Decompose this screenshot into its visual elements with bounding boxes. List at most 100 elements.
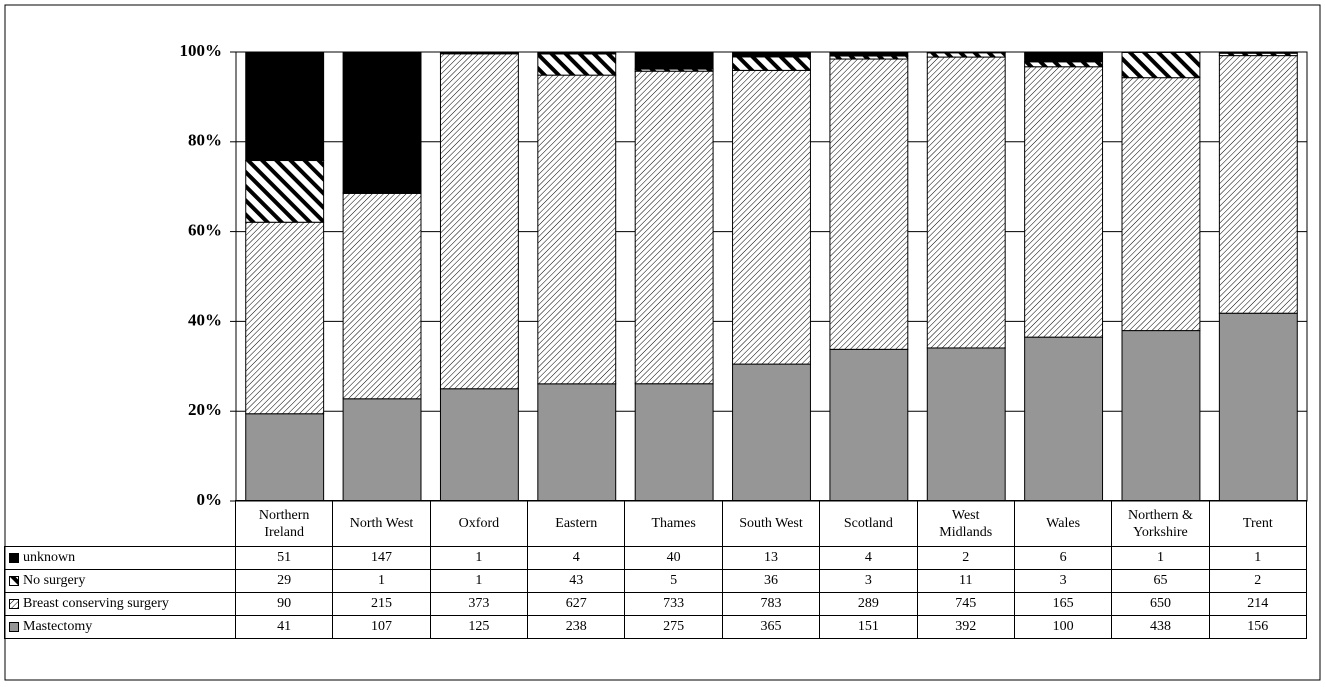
category-cell: Thames: [624, 500, 723, 547]
table-value: 156: [1208, 615, 1307, 639]
legend-swatch: [9, 599, 19, 609]
x-tick-label: Northern Ireland: [258, 507, 310, 540]
table-value: 745: [916, 592, 1015, 616]
legend-key: [9, 599, 19, 609]
bar-segment: [439, 51, 519, 54]
table-value: 147: [332, 546, 431, 570]
bar-segment: [342, 192, 422, 400]
bar-segment: [829, 51, 909, 57]
category-cell: Eastern: [527, 500, 626, 547]
legend-entry: Breast conserving surgery: [4, 592, 236, 616]
bar-segment: [926, 51, 1006, 54]
table-value: 165: [1013, 592, 1113, 616]
bar-segment: [537, 53, 617, 76]
table-value: 1: [429, 546, 529, 570]
table-value: 151: [819, 615, 918, 639]
table-value: 2: [1208, 569, 1307, 593]
bar-segment: [1121, 330, 1201, 502]
x-tick-label: Trent: [1242, 516, 1273, 531]
category-cell: Wales: [1013, 500, 1113, 547]
table-value: 650: [1111, 592, 1210, 616]
bar-segment: [829, 348, 909, 502]
table-value: 1: [1111, 546, 1210, 570]
table-value: 289: [819, 592, 918, 616]
legend-label: Breast conserving surgery: [23, 596, 169, 611]
table-value: 40: [624, 546, 723, 570]
legend-entry: No surgery: [4, 569, 236, 593]
table-value: 365: [721, 615, 821, 639]
x-tick-label: Oxford: [458, 516, 500, 531]
legend-label: Mastectomy: [23, 619, 93, 634]
table-value: 3: [1013, 569, 1113, 593]
table-value: 100: [1013, 615, 1113, 639]
bar-segment: [926, 52, 1006, 58]
bar-segment: [439, 53, 519, 390]
y-tick-label: 100%: [180, 41, 223, 60]
table-value: 438: [1111, 615, 1210, 639]
y-tick-label: 0%: [197, 490, 223, 509]
table-value: 4: [527, 546, 626, 570]
legend-swatch: [9, 553, 19, 563]
bar-segment: [439, 388, 519, 502]
bar-segment: [732, 56, 811, 71]
table-value: 392: [916, 615, 1015, 639]
table-value: 65: [1111, 569, 1210, 593]
table-value: 29: [235, 569, 334, 593]
table-value: 90: [235, 592, 334, 616]
table-value: 1: [332, 569, 431, 593]
bar-segment: [245, 413, 325, 502]
bar-segment: [1218, 51, 1298, 54]
bar-segment: [245, 51, 325, 162]
table-value: 6: [1013, 546, 1113, 570]
bar-segment: [926, 56, 1006, 349]
category-cell: North West: [332, 500, 431, 547]
bar-segment: [1218, 312, 1298, 502]
legend-key: [9, 576, 19, 586]
bar-segment: [732, 363, 811, 502]
table-value: 43: [527, 569, 626, 593]
table-value: 36: [721, 569, 821, 593]
table-value: 4: [819, 546, 918, 570]
y-tick-label: 40%: [188, 310, 222, 329]
frame: [4, 4, 1321, 681]
x-tick-label: North West: [349, 516, 414, 531]
x-tick-label: Scotland: [843, 516, 893, 531]
x-tick-label: South West: [739, 516, 803, 531]
bar-segment: [245, 221, 325, 415]
table-value: 5: [624, 569, 723, 593]
legend-entry: unknown: [4, 546, 236, 570]
bar-segment: [634, 383, 714, 502]
legend-label: unknown: [23, 550, 76, 565]
legend-swatch: [9, 576, 19, 586]
table-value: 214: [1208, 592, 1307, 616]
category-cell: Northern & Yorkshire: [1111, 500, 1210, 547]
bar-segment: [537, 74, 617, 385]
table-value: 51: [235, 546, 334, 570]
table-value: 627: [527, 592, 626, 616]
table-value: 1: [429, 569, 529, 593]
bar-segment: [342, 51, 422, 193]
category-cell: Trent: [1208, 500, 1307, 547]
table-value: 3: [819, 569, 918, 593]
table-value: 107: [332, 615, 431, 639]
category-cell: Northern Ireland: [235, 500, 334, 547]
table-value: 13: [721, 546, 821, 570]
y-tick-label: 20%: [188, 400, 222, 419]
bar-segment: [1024, 61, 1104, 68]
category-cell: West Midlands: [916, 500, 1015, 547]
legend-label: No surgery: [23, 573, 86, 588]
x-tick-label: West Midlands: [939, 507, 993, 540]
table-value: 783: [721, 592, 821, 616]
x-tick-label: Northern & Yorkshire: [1127, 507, 1193, 540]
y-tick-label: 80%: [188, 131, 222, 150]
legend-entry: Mastectomy: [4, 615, 236, 639]
table-value: 215: [332, 592, 431, 616]
bar-segment: [245, 160, 325, 223]
legend-key: [9, 622, 19, 632]
x-tick-label: Wales: [1046, 516, 1081, 531]
bar-segment: [1121, 51, 1201, 79]
bar-segment: [1024, 336, 1104, 502]
table-value: 275: [624, 615, 723, 639]
bar-segment: [537, 383, 617, 502]
